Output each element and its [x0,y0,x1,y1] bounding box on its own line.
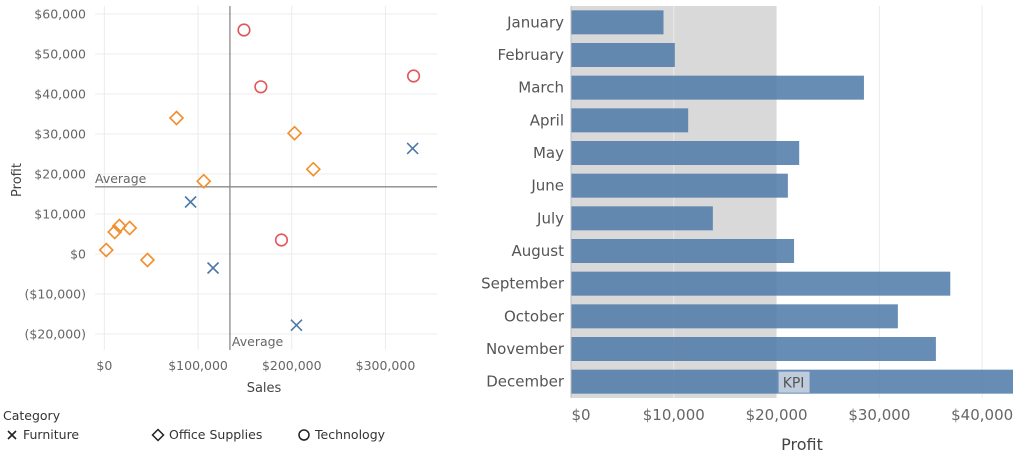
data-point-office-supplies [139,252,156,268]
average-label-y: Average [95,171,147,186]
kpi-label: KPI [783,376,805,392]
y-tick-label: $20,000 [34,167,86,182]
data-point-furniture [290,319,303,332]
scatter-chart: $60,000 $50,000 $40,000 $30,000 $20,000 $10,0… [10,6,437,396]
data-point-furniture [184,195,197,209]
bar [571,75,864,100]
category-label: August [512,242,565,260]
category-label: June [530,177,564,195]
x-tick-label: $40,000 [951,406,1013,424]
legend-item-furniture[interactable]: Furniture [5,427,79,442]
data-point-furniture [406,142,419,155]
category-label: July [536,209,564,227]
legend: Category Furniture Office Supplies Techn… [3,408,523,453]
data-point-office-supplies [122,220,138,236]
x-marker-icon [7,429,17,440]
bar-chart: $0 $10,000 $20,000 $30,000 $40,000 January Feb… [481,6,1013,454]
x-tick-label: $300,000 [356,358,416,373]
x-tick-label: $0 [96,358,112,373]
bar [571,239,795,263]
y-tick-label: ($10,000) [25,287,86,302]
x-tick-label: $30,000 [848,406,910,424]
category-label: May [533,144,564,162]
category-label: January [506,13,564,31]
category-label: December [486,373,565,391]
x-tick-label: $20,000 [746,406,808,424]
category-label: October [504,307,565,325]
y-tick-label: $50,000 [34,47,86,62]
data-point-office-supplies [111,218,127,234]
data-point-technology [254,80,268,94]
x-axis-title: Sales [247,381,282,396]
y-tick-label: ($20,000) [25,327,86,342]
data-point-office-supplies [305,161,321,177]
category-label: November [486,340,565,358]
x-tick-label: $0 [571,406,590,424]
y-tick-label: $10,000 [34,207,86,222]
category-label: April [530,111,564,129]
x-tick-label: $100,000 [168,358,228,373]
x-axis-title: Profit [781,435,823,454]
circle-marker-icon [298,428,310,441]
data-point-office-supplies [168,110,185,126]
legend-label: Furniture [23,427,80,442]
kpi-label-box [778,371,810,393]
bar [571,337,936,361]
data-point-furniture [206,261,220,275]
x-tick-label: $10,000 [643,406,705,424]
bar [571,206,713,231]
data-point-technology [406,69,421,83]
data-point-office-supplies [286,125,303,141]
data-point-office-supplies [98,242,114,258]
bar [571,304,898,329]
bar [571,173,788,198]
average-label-x: Average [232,334,284,349]
legend-label: Technology [315,427,386,442]
y-tick-label: $60,000 [34,7,86,22]
legend-item-office-supplies[interactable]: Office Supplies [151,427,262,442]
category-label: September [481,275,565,293]
data-point-office-supplies [196,173,212,189]
bar [571,141,800,165]
diamond-marker-icon [151,427,165,442]
legend-title: Category [3,408,61,423]
data-point-technology [237,23,251,37]
y-tick-label: $30,000 [34,127,86,142]
x-tick-label: $200,000 [262,358,322,373]
y-tick-label: $40,000 [34,87,86,102]
data-point-office-supplies [107,224,123,240]
bar [571,43,675,67]
bar [571,271,951,296]
category-label: March [518,79,564,97]
category-label: February [498,46,565,64]
bar [571,108,689,133]
legend-item-technology[interactable]: Technology [297,427,385,442]
data-point-technology [274,233,289,247]
bar [571,10,664,35]
y-axis-title: Profit [10,163,25,197]
y-tick-label: $0 [70,247,86,262]
legend-label: Office Supplies [169,427,263,442]
